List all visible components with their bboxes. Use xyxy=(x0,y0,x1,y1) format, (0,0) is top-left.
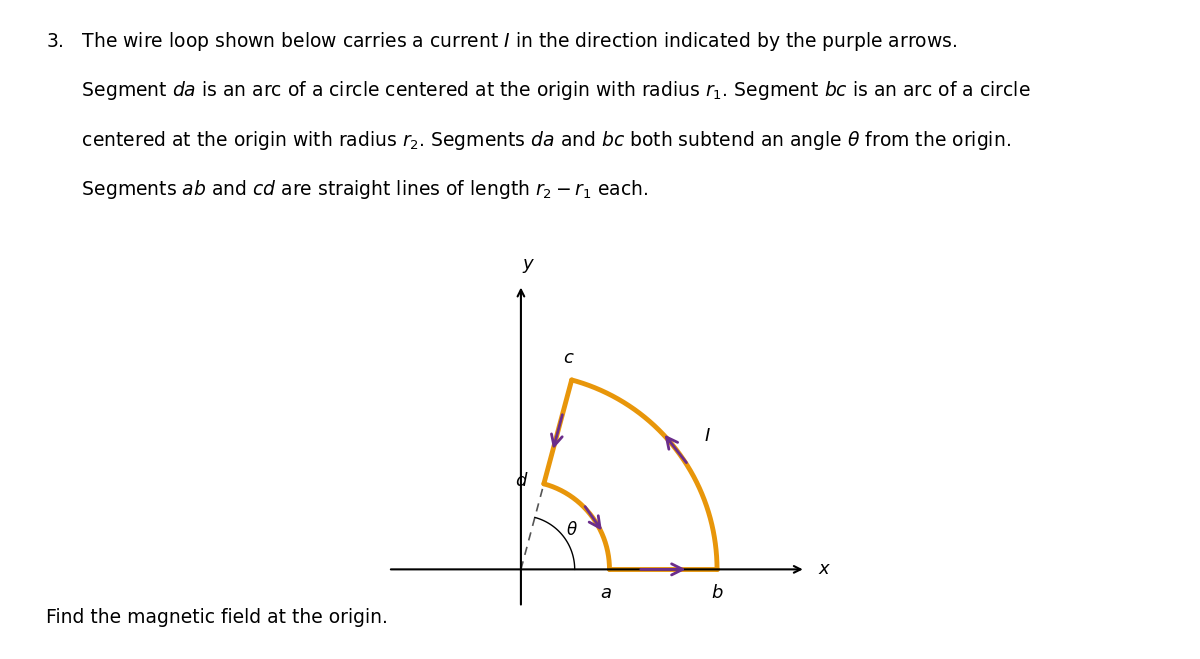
Text: Find the magnetic field at the origin.: Find the magnetic field at the origin. xyxy=(46,608,388,627)
Text: $d$: $d$ xyxy=(515,472,528,490)
Text: $a$: $a$ xyxy=(600,584,612,602)
Text: $y$: $y$ xyxy=(522,257,535,275)
Text: Segment $da$ is an arc of a circle centered at the origin with radius $r_1$. Seg: Segment $da$ is an arc of a circle cente… xyxy=(46,79,1031,102)
Text: $\theta$: $\theta$ xyxy=(566,521,578,539)
Text: $b$: $b$ xyxy=(710,584,724,602)
Text: $I$: $I$ xyxy=(704,427,710,445)
Text: centered at the origin with radius $r_2$. Segments $da$ and $bc$ both subtend an: centered at the origin with radius $r_2$… xyxy=(46,129,1010,152)
Text: 3.   The wire loop shown below carries a current $I$ in the direction indicated : 3. The wire loop shown below carries a c… xyxy=(46,30,956,53)
Text: $c$: $c$ xyxy=(563,349,575,367)
Text: $x$: $x$ xyxy=(818,560,832,579)
Text: Segments $ab$ and $cd$ are straight lines of length $r_2 - r_1$ each.: Segments $ab$ and $cd$ are straight line… xyxy=(46,178,648,201)
